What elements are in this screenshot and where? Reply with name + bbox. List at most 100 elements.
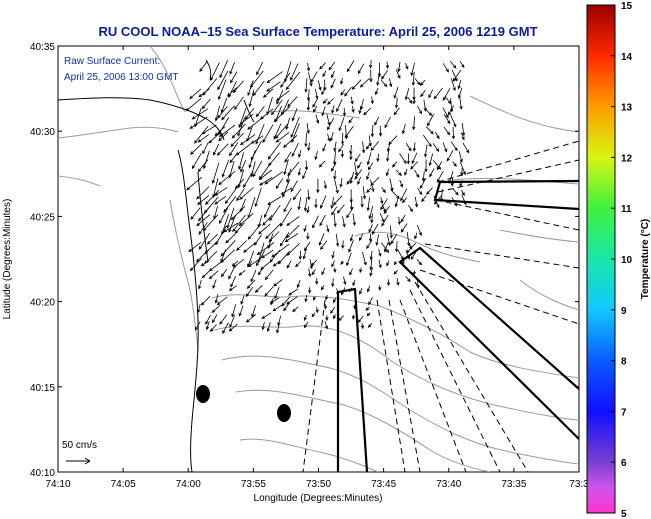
current-vector xyxy=(333,267,337,273)
current-vector xyxy=(302,171,307,180)
current-vector xyxy=(330,197,334,210)
current-vector xyxy=(461,189,465,197)
current-vector xyxy=(210,62,220,81)
current-vector xyxy=(332,297,337,304)
current-vector xyxy=(286,168,292,184)
current-vector xyxy=(238,213,254,227)
current-vector xyxy=(384,116,391,129)
current-vector xyxy=(237,117,246,137)
current-vector xyxy=(410,161,418,170)
current-vector xyxy=(271,99,283,116)
current-vector xyxy=(369,250,373,261)
current-vector xyxy=(255,123,265,145)
current-vector xyxy=(451,126,456,140)
current-vector xyxy=(228,214,236,233)
current-vector xyxy=(262,214,273,226)
current-vector xyxy=(214,294,219,304)
current-vector xyxy=(222,322,229,334)
current-vector xyxy=(358,106,362,115)
current-vector xyxy=(460,168,464,177)
current-vector xyxy=(266,322,271,333)
y-tick-label: 40:10 xyxy=(30,468,55,479)
current-vector xyxy=(360,322,365,330)
current-vector xyxy=(290,63,299,81)
current-vector xyxy=(303,314,307,321)
current-vector xyxy=(218,124,236,138)
current-vector xyxy=(206,233,218,245)
current-vector xyxy=(315,88,319,100)
current-vector xyxy=(405,275,411,283)
scale-label: 50 cm/s xyxy=(62,440,97,451)
current-vector xyxy=(240,159,247,173)
current-vector xyxy=(450,78,456,92)
current-vector xyxy=(397,216,401,226)
current-vector xyxy=(383,205,390,215)
current-vector xyxy=(416,279,420,289)
current-vector xyxy=(340,132,345,146)
current-vector xyxy=(186,176,202,191)
current-vector xyxy=(310,71,318,84)
current-vector xyxy=(339,177,343,188)
current-vector xyxy=(211,305,221,314)
current-vector xyxy=(452,188,459,196)
current-vector xyxy=(311,269,316,276)
current-vector xyxy=(408,204,413,213)
current-vector xyxy=(412,142,417,152)
current-vector xyxy=(401,257,406,266)
current-vector xyxy=(344,125,354,139)
current-vector xyxy=(319,214,326,227)
current-vector xyxy=(370,176,380,186)
current-vector xyxy=(212,314,218,324)
current-vector xyxy=(369,60,373,69)
current-vector xyxy=(303,321,309,329)
current-vector xyxy=(393,269,398,275)
current-vector xyxy=(446,150,454,162)
current-vector xyxy=(336,98,343,113)
current-vector xyxy=(189,116,208,129)
current-vector xyxy=(323,304,328,310)
current-vector xyxy=(196,186,210,200)
current-vector xyxy=(248,150,256,169)
current-vector xyxy=(199,60,208,73)
current-vector xyxy=(297,197,302,211)
current-vector xyxy=(275,123,289,139)
current-vector xyxy=(276,90,284,105)
current-vector xyxy=(315,114,320,124)
current-vector xyxy=(439,188,444,203)
current-vector xyxy=(247,115,265,130)
current-vector xyxy=(238,305,244,317)
current-vector xyxy=(291,142,299,158)
current-vector xyxy=(198,232,211,250)
current-vector xyxy=(286,216,300,226)
current-vector xyxy=(238,152,244,170)
current-vector xyxy=(362,251,367,266)
current-vector xyxy=(335,233,340,247)
current-vector xyxy=(195,249,210,263)
current-vector xyxy=(248,89,255,108)
current-vector xyxy=(405,63,409,70)
current-vector xyxy=(217,70,229,91)
current-vector xyxy=(410,62,415,77)
current-vector xyxy=(304,132,308,148)
current-vector xyxy=(273,279,283,287)
current-vector xyxy=(312,296,317,301)
current-vector xyxy=(422,134,432,148)
x-tick-label: 73:55 xyxy=(241,479,266,490)
current-vector xyxy=(280,72,291,88)
current-vector xyxy=(351,105,355,114)
current-vector xyxy=(341,240,345,249)
colorbar-tick-label: 5 xyxy=(621,509,627,519)
colorbar-tick-label: 12 xyxy=(621,153,633,164)
current-vector xyxy=(266,71,283,84)
current-vector xyxy=(400,214,406,223)
colorbar-tick-label: 13 xyxy=(621,103,633,114)
current-vector xyxy=(407,97,413,104)
current-vector xyxy=(239,198,246,213)
current-vector xyxy=(361,141,366,154)
current-vector xyxy=(397,61,401,73)
current-vector xyxy=(327,117,335,131)
current-vector xyxy=(319,62,326,70)
current-vector xyxy=(412,97,416,105)
current-vector xyxy=(218,79,227,101)
current-vector xyxy=(320,240,328,251)
